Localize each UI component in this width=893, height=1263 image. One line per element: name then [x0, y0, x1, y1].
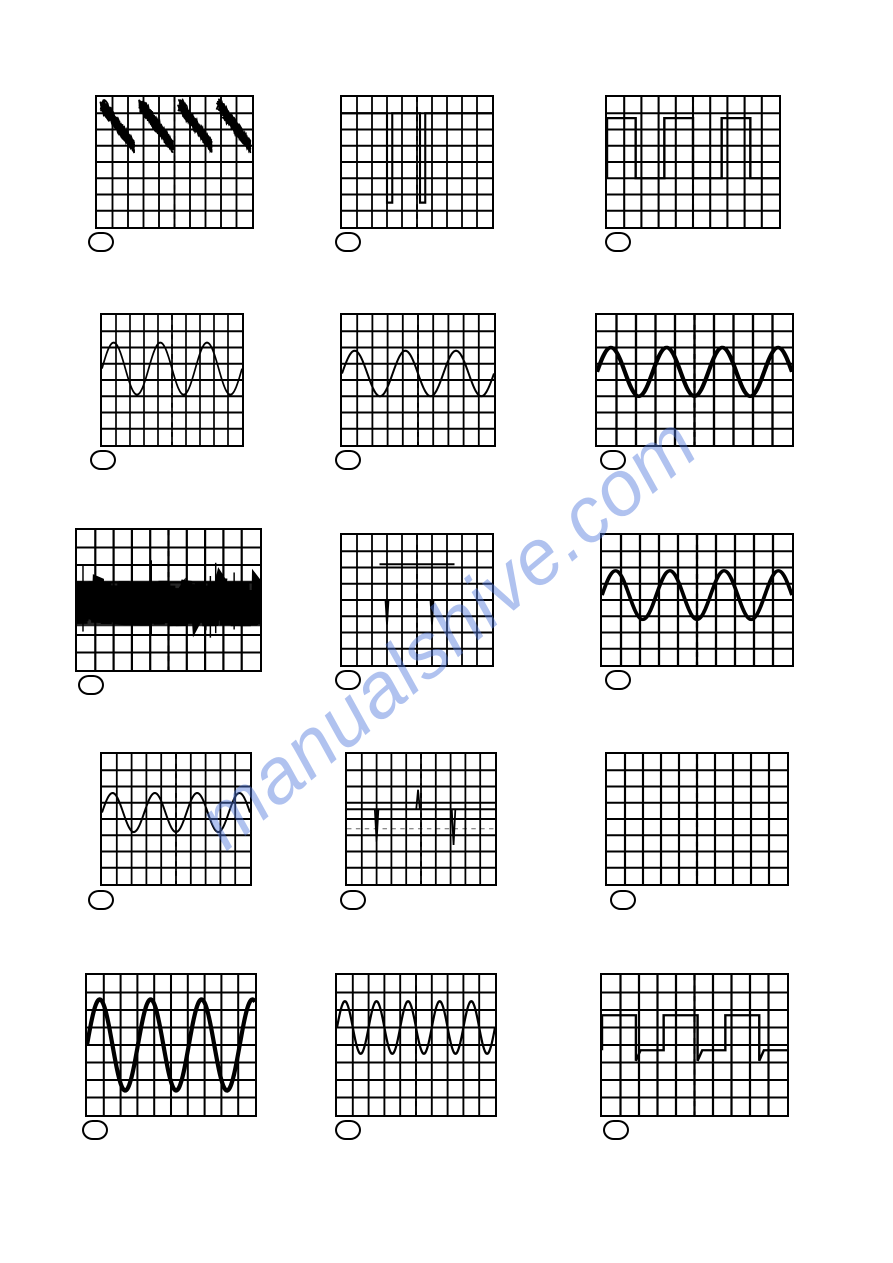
panel-marker [88, 890, 114, 910]
panel-marker [78, 675, 104, 695]
panel-marker [335, 232, 361, 252]
scope-display [595, 313, 794, 447]
panel-marker [610, 890, 636, 910]
panel-marker [600, 450, 626, 470]
scope-display [605, 95, 781, 229]
scope-display [340, 313, 496, 447]
scope-panel-r1c2 [340, 95, 494, 229]
scope-panel-r1c1 [95, 95, 254, 229]
scope-display [605, 752, 789, 886]
scope-panel-r2c1 [100, 313, 244, 447]
scope-panel-r3c1 [75, 528, 262, 672]
panel-marker [603, 1120, 629, 1140]
scope-panel-r5c2 [335, 973, 497, 1117]
scope-panel-r5c1 [85, 973, 257, 1117]
scope-panel-r2c3 [595, 313, 794, 447]
panel-marker [340, 890, 366, 910]
panel-marker [82, 1120, 108, 1140]
scope-display [340, 95, 494, 229]
panel-marker [605, 670, 631, 690]
scope-panel-r3c2 [340, 533, 494, 667]
scope-display [75, 528, 262, 672]
scope-display [600, 973, 789, 1117]
scope-display [100, 313, 244, 447]
panel-marker [605, 232, 631, 252]
scope-display [340, 533, 494, 667]
scope-panel-r4c1 [100, 752, 252, 886]
scope-display [600, 533, 794, 667]
panel-marker [88, 232, 114, 252]
scope-display [85, 973, 257, 1117]
scope-panel-r4c3 [605, 752, 789, 886]
panel-marker [335, 450, 361, 470]
scope-display [100, 752, 252, 886]
scope-panel-r1c3 [605, 95, 781, 229]
scope-panel-r2c2 [340, 313, 496, 447]
scope-display [95, 95, 254, 229]
scope-display [335, 973, 497, 1117]
panel-marker [335, 1120, 361, 1140]
scope-panel-r3c3 [600, 533, 794, 667]
scope-panel-r5c3 [600, 973, 789, 1117]
scope-panel-r4c2 [345, 752, 497, 886]
panel-marker [90, 450, 116, 470]
scope-display [345, 752, 497, 886]
panel-marker [335, 670, 361, 690]
